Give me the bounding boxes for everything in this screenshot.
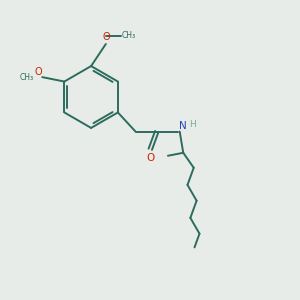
Text: N: N bbox=[179, 121, 187, 131]
Text: O: O bbox=[34, 67, 42, 76]
Text: CH₃: CH₃ bbox=[20, 73, 34, 82]
Text: CH₃: CH₃ bbox=[122, 31, 136, 40]
Text: O: O bbox=[102, 32, 110, 42]
Text: H: H bbox=[189, 120, 196, 129]
Text: O: O bbox=[146, 153, 154, 163]
